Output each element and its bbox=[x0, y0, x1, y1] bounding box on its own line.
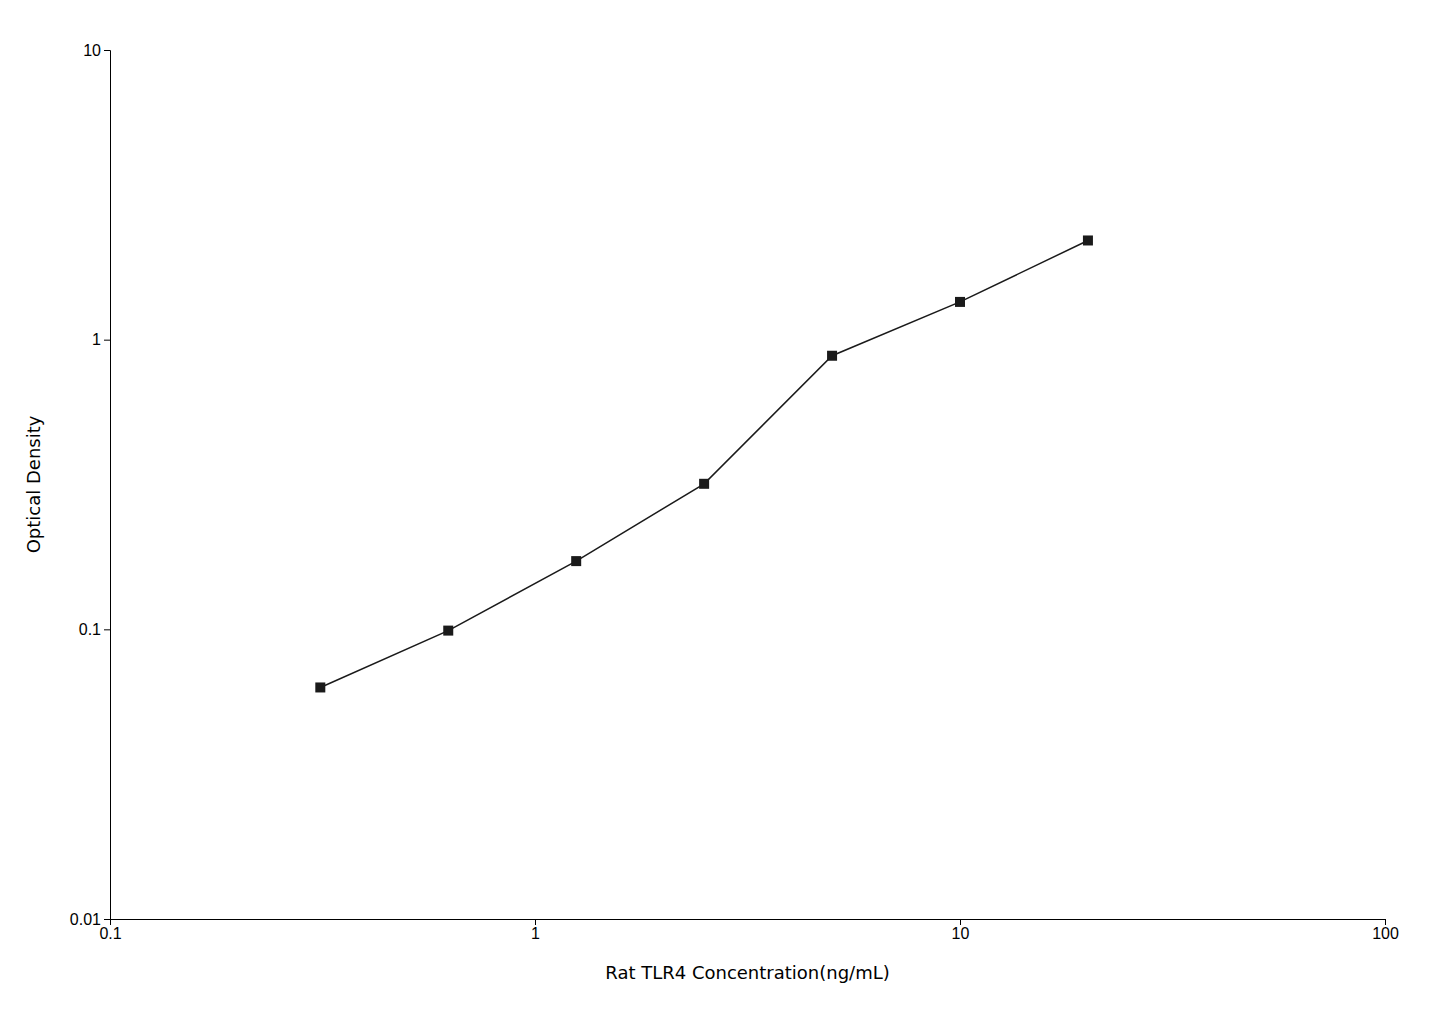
x-tick: 1 bbox=[531, 919, 540, 942]
y-tick: 0.01 bbox=[70, 911, 110, 928]
y-tick-label: 0.01 bbox=[70, 911, 101, 928]
y-tick-mark bbox=[104, 340, 110, 341]
x-axis: 0.1 1 10 100 bbox=[99, 919, 1399, 942]
chart: 0.11101000.010.1110Rat TLR4 Concentratio… bbox=[0, 0, 1445, 1009]
x-tick-mark bbox=[960, 919, 961, 925]
x-tick-label: 0.1 bbox=[99, 925, 121, 942]
y-tick: 1 bbox=[92, 331, 110, 348]
y-tick-label: 1 bbox=[92, 331, 101, 348]
point bbox=[315, 682, 325, 692]
y-axis-line bbox=[104, 51, 111, 920]
y-tick-label: 10 bbox=[83, 42, 101, 59]
y-tick-label: 0.1 bbox=[79, 621, 101, 638]
point bbox=[443, 626, 453, 636]
x-axis-line bbox=[111, 920, 1386, 926]
x-tick: 100 bbox=[1372, 919, 1399, 942]
x-tick-label: 100 bbox=[1372, 925, 1399, 942]
x-axis-title: Rat TLR4 Concentration(ng/mL) bbox=[605, 962, 889, 983]
x-tick-label: 1 bbox=[531, 925, 540, 942]
y-tick-mark bbox=[104, 50, 110, 51]
point bbox=[699, 479, 709, 489]
x-tick: 10 bbox=[952, 919, 970, 942]
y-tick-mark bbox=[104, 919, 110, 920]
point bbox=[1083, 235, 1093, 245]
point bbox=[571, 556, 581, 566]
point bbox=[955, 297, 965, 307]
y-tick: 10 bbox=[83, 42, 110, 59]
y-tick: 0.1 bbox=[79, 621, 110, 638]
x-tick-mark bbox=[535, 919, 536, 925]
y-tick-mark bbox=[104, 629, 110, 630]
x-tick-mark bbox=[1385, 919, 1386, 925]
y-axis-title: Optical Density bbox=[23, 415, 44, 553]
x-tick-label: 10 bbox=[952, 925, 970, 942]
plot-area: 0.11101000.010.1110Rat TLR4 Concentratio… bbox=[23, 42, 1399, 983]
line bbox=[320, 240, 1088, 687]
y-axis: 0.01 0.1 1 10 bbox=[70, 42, 111, 928]
series bbox=[315, 235, 1093, 692]
x-tick: 0.1 bbox=[99, 919, 121, 942]
point bbox=[827, 351, 837, 361]
